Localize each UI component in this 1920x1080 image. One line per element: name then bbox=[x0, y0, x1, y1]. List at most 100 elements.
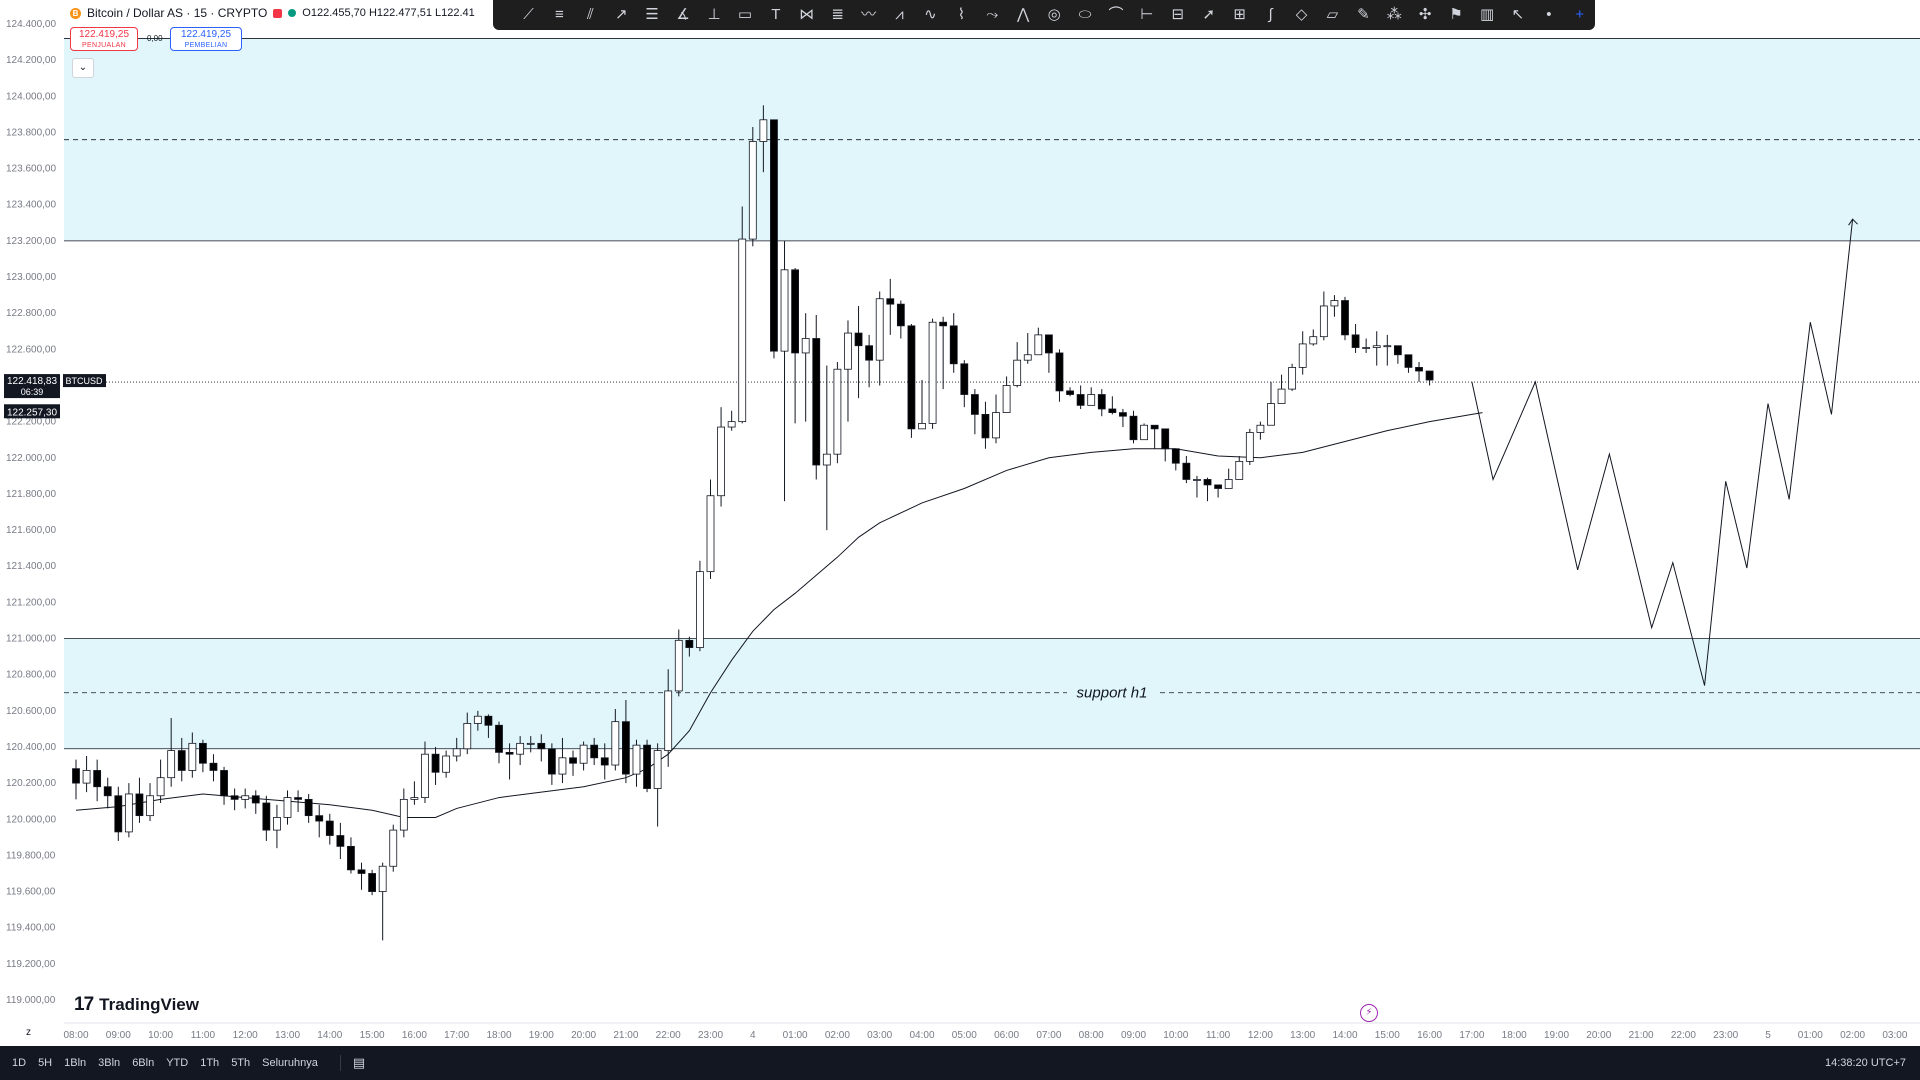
range-1d[interactable]: 1D bbox=[12, 1057, 27, 1069]
cursor-icon[interactable]: ↖ bbox=[1511, 6, 1525, 23]
candle-body bbox=[516, 742, 525, 755]
symbol-title[interactable]: Bitcoin / Dollar AS · 15 · CRYPTO bbox=[87, 6, 268, 20]
crosshair-box-icon[interactable]: ⊞ bbox=[1233, 6, 1246, 23]
candle-body bbox=[1404, 354, 1413, 368]
range-6bln[interactable]: 6Bln bbox=[132, 1057, 155, 1069]
bars-icon[interactable]: ▥ bbox=[1479, 6, 1495, 23]
candle-body bbox=[949, 325, 958, 365]
projection-arrowhead bbox=[1848, 218, 1858, 226]
ohlc-values: O122.455,70 H122.477,51 L122.41 bbox=[302, 7, 475, 19]
x-tick-label: 23:00 bbox=[1713, 1030, 1738, 1041]
candle-body bbox=[473, 715, 482, 724]
price-chart[interactable]: support h1 124.400,00 124.200,00 124.000,00… bbox=[0, 0, 1920, 1046]
shape-icon[interactable]: ◇ bbox=[1295, 6, 1308, 23]
arc-icon[interactable]: ⌒ bbox=[1108, 6, 1124, 23]
ellipse-icon[interactable]: ⬭ bbox=[1078, 6, 1092, 23]
secondary-price-text: 122.257,30 bbox=[7, 407, 57, 418]
candle-body bbox=[1055, 352, 1064, 392]
wave-icon[interactable]: 〰 bbox=[861, 6, 877, 23]
pen-icon[interactable]: ✎ bbox=[1357, 6, 1370, 23]
x-tick-label: 14:00 bbox=[1332, 1030, 1357, 1041]
sell-label: PENJUALAN bbox=[82, 42, 126, 49]
x-tick-label: 07:00 bbox=[1036, 1030, 1061, 1041]
candle-body bbox=[939, 321, 948, 327]
curve-icon[interactable]: ∫ bbox=[1268, 6, 1273, 23]
node-icon[interactable]: ⁂ bbox=[1386, 6, 1402, 23]
lightning-icon[interactable]: ⚡ bbox=[1360, 1004, 1378, 1022]
spread-value: 0,00 bbox=[147, 34, 163, 43]
candle-body bbox=[1034, 334, 1043, 356]
range-seluruhnya[interactable]: Seluruhnya bbox=[262, 1057, 318, 1069]
candle-body bbox=[1362, 347, 1371, 349]
candle-body bbox=[558, 757, 567, 775]
path-icon[interactable]: ⤳ bbox=[986, 6, 999, 23]
candle-body bbox=[283, 797, 292, 818]
range-1bln[interactable]: 1Bln bbox=[64, 1057, 87, 1069]
candle-body bbox=[833, 368, 842, 455]
y-tick-label: 120.600,00 bbox=[6, 706, 56, 717]
rectangle-icon[interactable]: ▭ bbox=[737, 6, 752, 23]
circle-icon[interactable]: ◎ bbox=[1047, 6, 1061, 23]
xabcd-icon[interactable]: ⋈ bbox=[799, 6, 815, 23]
lines-icon[interactable]: ≣ bbox=[831, 6, 844, 23]
dot-icon[interactable]: • bbox=[1546, 6, 1552, 23]
buy-button[interactable]: 122.419,25 PEMBELIAN bbox=[170, 27, 242, 51]
candle-body bbox=[389, 829, 398, 867]
candle-body bbox=[1245, 432, 1254, 462]
candle-body bbox=[918, 423, 926, 430]
range-5th[interactable]: 5Th bbox=[231, 1057, 251, 1069]
candle-body bbox=[770, 119, 778, 352]
y-tick-label: 121.200,00 bbox=[6, 597, 56, 608]
text-icon[interactable]: T bbox=[771, 6, 781, 23]
sell-price: 122.419,25 bbox=[78, 29, 130, 40]
range-5h[interactable]: 5H bbox=[38, 1057, 53, 1069]
candle-body bbox=[114, 795, 123, 833]
elliott-icon[interactable]: ∿ bbox=[924, 6, 937, 23]
candle-body bbox=[1288, 367, 1297, 390]
polyline-icon[interactable]: ⋀ bbox=[1017, 6, 1030, 23]
ray-icon[interactable]: ↗ bbox=[614, 6, 628, 23]
calendar-icon[interactable]: ▤ bbox=[339, 1055, 365, 1071]
measure-icon[interactable]: ⊥ bbox=[707, 6, 721, 23]
x-tick-label: 12:00 bbox=[233, 1030, 258, 1041]
callout-icon[interactable]: ▱ bbox=[1326, 6, 1339, 23]
x-tick-label: 20:00 bbox=[1586, 1030, 1611, 1041]
flag-icon[interactable]: ⚑ bbox=[1449, 6, 1463, 23]
price-range-icon[interactable]: ⊟ bbox=[1171, 6, 1185, 23]
current-price-tag-bg bbox=[4, 374, 60, 399]
candle-body bbox=[1193, 479, 1201, 481]
x-tick-label: 4 bbox=[750, 1030, 756, 1041]
candle-body bbox=[1319, 305, 1328, 338]
zoom-reset-button[interactable]: z bbox=[26, 1027, 31, 1038]
candle-body bbox=[685, 639, 694, 648]
candle-body bbox=[886, 298, 895, 305]
range-1th[interactable]: 1Th bbox=[200, 1057, 220, 1069]
candle-body bbox=[896, 303, 905, 327]
range-3bln[interactable]: 3Bln bbox=[98, 1057, 121, 1069]
candle-body bbox=[780, 269, 789, 352]
candle-body bbox=[727, 421, 736, 428]
abc-icon[interactable]: ⩘ bbox=[895, 6, 904, 23]
sell-button[interactable]: 122.419,25 PENJUALAN bbox=[70, 27, 138, 51]
x-tick-label: 09:00 bbox=[106, 1030, 131, 1041]
channel-icon[interactable]: ≡ bbox=[555, 6, 564, 23]
crosshair-icon[interactable]: + bbox=[1575, 6, 1585, 23]
candle-body bbox=[992, 412, 1000, 439]
candle-body bbox=[1182, 462, 1191, 480]
y-tick-label: 121.400,00 bbox=[6, 561, 56, 572]
range-icon[interactable]: ⊢ bbox=[1140, 6, 1154, 23]
gann-icon[interactable]: ∡ bbox=[676, 6, 690, 23]
arrow-icon[interactable]: ➚ bbox=[1202, 6, 1216, 23]
pitchfork-icon[interactable]: ⫽ bbox=[586, 6, 594, 23]
magic-icon[interactable]: ✣ bbox=[1418, 6, 1432, 23]
candle-body bbox=[505, 751, 514, 755]
range-ytd[interactable]: YTD bbox=[166, 1057, 189, 1069]
trendline-icon[interactable]: ⟋ bbox=[523, 6, 534, 23]
collapse-legend-button[interactable]: ⌄ bbox=[72, 58, 94, 78]
fib-icon[interactable]: ☰ bbox=[645, 6, 659, 23]
brush-icon[interactable]: ⌇ bbox=[957, 6, 966, 23]
candle-body bbox=[177, 750, 186, 771]
y-tick-label: 124.000,00 bbox=[6, 91, 56, 102]
x-tick-label: 21:00 bbox=[1629, 1030, 1654, 1041]
candle-body bbox=[674, 639, 683, 692]
